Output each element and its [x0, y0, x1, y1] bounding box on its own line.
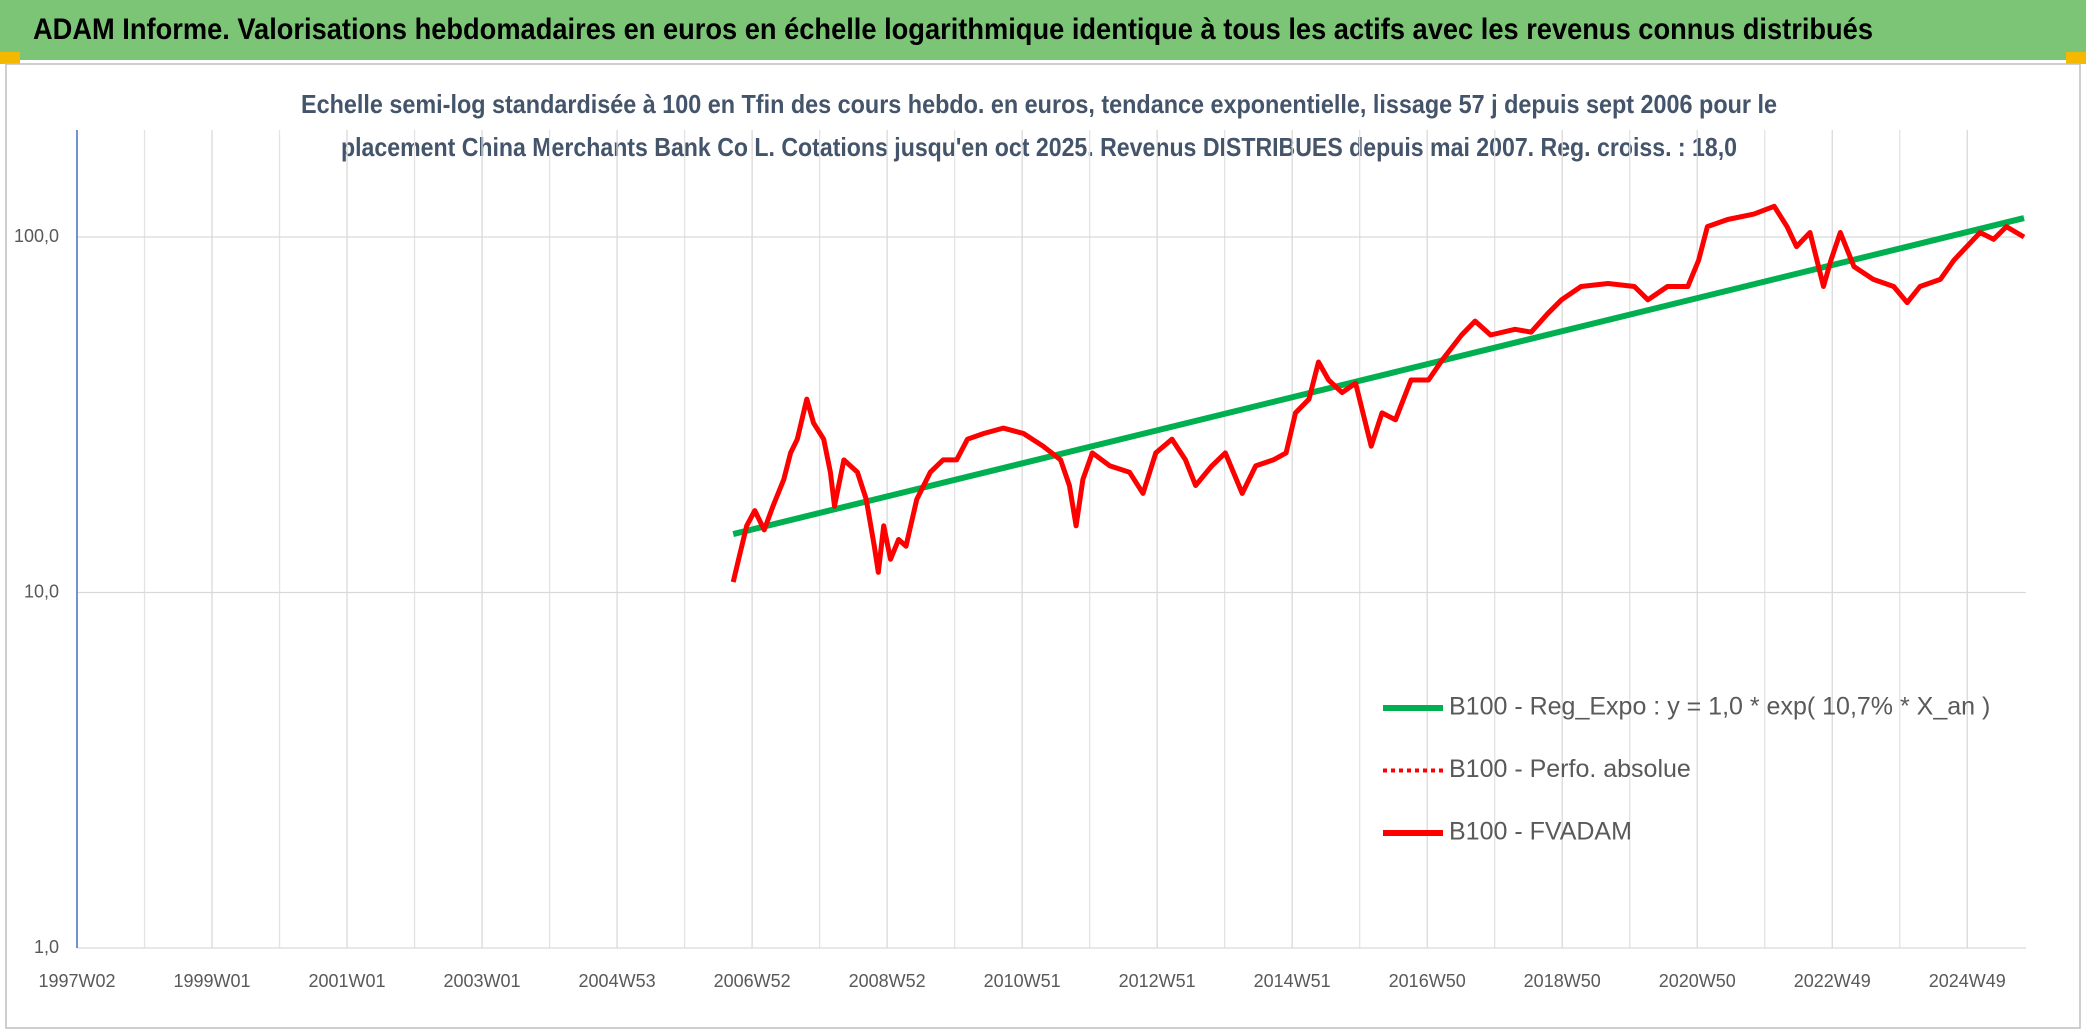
series-line	[732, 215, 2025, 538]
y-tick-label: 1,0	[34, 937, 59, 957]
x-tick-label: 2003W01	[444, 971, 521, 991]
x-tick-label: 1997W02	[38, 971, 115, 991]
x-tick-label: 2008W52	[849, 971, 926, 991]
x-tick-label: 2024W49	[1929, 971, 2006, 991]
x-tick-label: 2004W53	[579, 971, 656, 991]
header-bar	[0, 0, 2086, 60]
grid: 1997W02 1999W01 2001W01 2003W01 2004W53 2006W…	[14, 130, 2026, 991]
x-tick-label: 2001W01	[309, 971, 386, 991]
x-tick-label: 2012W51	[1119, 971, 1196, 991]
y-tick-label: 100,0	[14, 226, 59, 246]
legend-label: B100 - Reg_Expo : y = 1,0 * exp( 10,7% *…	[1449, 693, 1990, 721]
chart-subtitle: Echelle semi-log standardisée à 100 en T…	[301, 89, 1777, 119]
corner-marker	[0, 52, 20, 64]
chart-title: ADAM Informe. Valorisations hebdomadaire…	[33, 13, 1873, 46]
x-tick-label: 2022W49	[1794, 971, 1871, 991]
series-line	[730, 203, 2026, 583]
corner-marker	[2066, 52, 2086, 64]
x-tick-label: 2020W50	[1659, 971, 1736, 991]
x-tick-label: 2006W52	[714, 971, 791, 991]
legend-label: B100 - Perfo. absolue	[1449, 755, 1691, 783]
x-tick-label: 1999W01	[173, 971, 250, 991]
y-tick-label: 10,0	[24, 581, 59, 601]
chart-subtitle: placement China Merchants Bank Co L. Cot…	[341, 132, 1737, 162]
legend: B100 - Reg_Expo : y = 1,0 * exp( 10,7% *…	[1383, 693, 1990, 846]
plot	[730, 203, 2026, 583]
x-tick-label: 2014W51	[1254, 971, 1331, 991]
x-tick-label: 2018W50	[1524, 971, 1601, 991]
x-tick-label: 2016W50	[1389, 971, 1466, 991]
legend-label: B100 - FVADAM	[1449, 818, 1632, 846]
chart-frame	[5, 63, 2081, 1029]
x-tick-label: 2010W51	[984, 971, 1061, 991]
